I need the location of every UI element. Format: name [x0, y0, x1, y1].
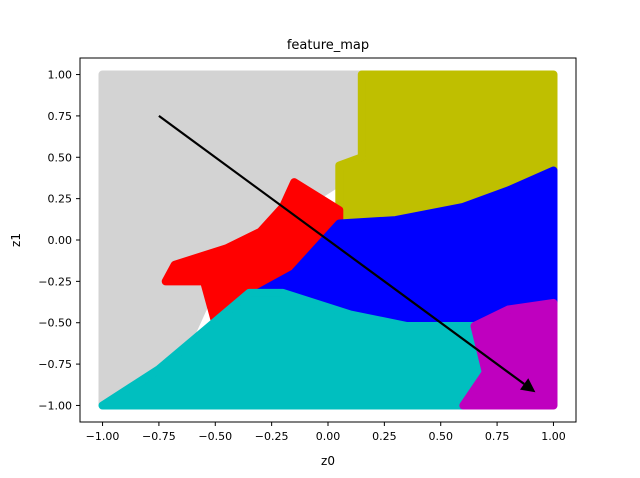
x-tick-label: −0.25: [255, 430, 289, 443]
x-tick-label: 0.50: [428, 430, 453, 443]
y-tick-label: 0.50: [48, 151, 73, 164]
y-tick-label: 0.75: [48, 110, 73, 123]
y-tick-label: −0.50: [38, 317, 72, 330]
arrow-shaft: [158, 115, 525, 385]
arrow-layer: [158, 115, 536, 393]
y-tick-label: −0.75: [38, 358, 72, 371]
y-axis: −1.00 −0.75 −0.50 −0.25 0.00 0.25 0.50 0.75 1.00: [38, 69, 80, 412]
x-axis-label: z0: [321, 454, 335, 468]
y-tick-label: −0.25: [38, 275, 72, 288]
x-axis: −1.00 −0.75 −0.50 −0.25 0.00 0.25 0.50 0.75 1.00: [86, 422, 566, 443]
y-tick-label: −1.00: [38, 399, 72, 412]
y-tick-label: 0.25: [48, 193, 73, 206]
feature-region-5: [459, 298, 558, 410]
x-tick-label: 0.75: [485, 430, 510, 443]
y-tick-label: 1.00: [48, 69, 73, 82]
x-tick-label: −0.50: [198, 430, 232, 443]
x-tick-label: 1.00: [541, 430, 566, 443]
arrow-head: [519, 378, 536, 393]
x-tick-label: −0.75: [142, 430, 176, 443]
x-tick-label: −1.00: [86, 430, 120, 443]
y-tick-label: 0.00: [48, 234, 73, 247]
x-tick-label: 0.25: [372, 430, 397, 443]
chart-title: feature_map: [287, 38, 369, 53]
y-axis-label: z1: [9, 233, 23, 247]
x-tick-label: 0.00: [316, 430, 341, 443]
